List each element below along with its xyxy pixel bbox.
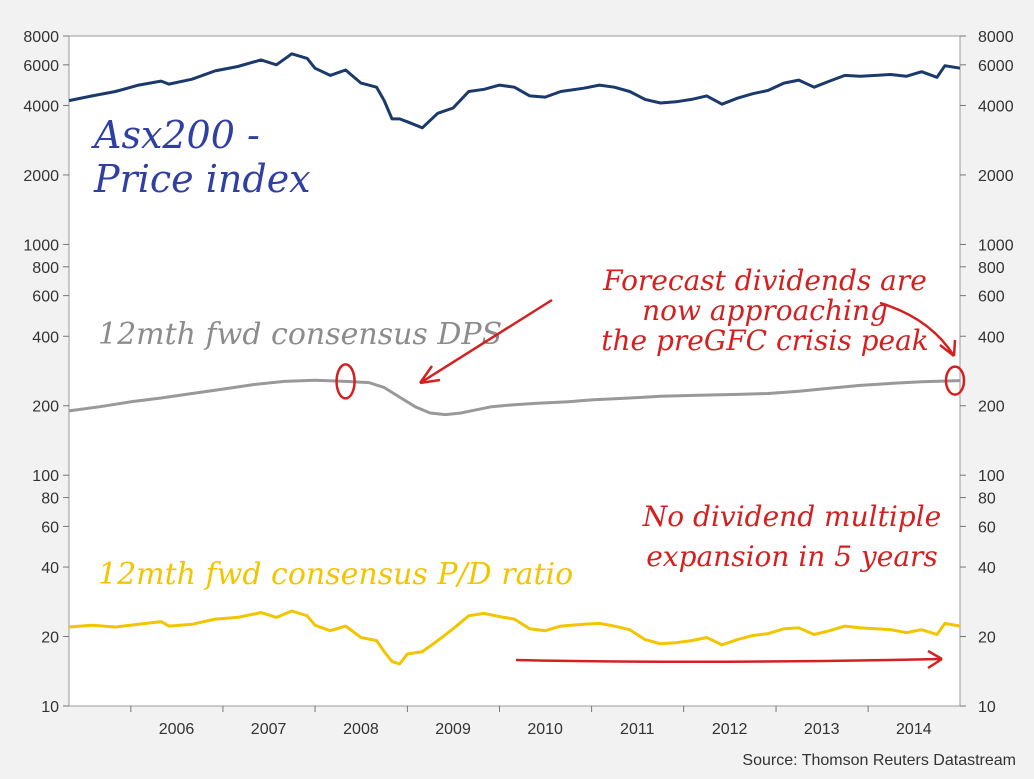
x-tick-label: 2009 <box>435 721 471 738</box>
circle-marker-2008 <box>335 363 356 400</box>
y-tick-label-right: 2000 <box>978 168 1014 185</box>
annotation-text: Asx200 - <box>91 113 260 157</box>
x-ticks: 2006 2007 2008 2009 2010 2011 2012 2013 2014 <box>130 706 932 738</box>
annotation-text: Price index <box>93 157 311 201</box>
y-tick-label-right: 10 <box>978 699 996 716</box>
y-tick-label-right: 60 <box>978 519 996 536</box>
x-tick-label: 2014 <box>896 721 932 738</box>
annotation-text: No dividend multiple <box>642 500 941 533</box>
y-tick-label-left: 8000 <box>23 29 59 46</box>
plot-area <box>68 35 961 707</box>
y-tick-label-left: 100 <box>32 468 59 485</box>
y-tick-label-right: 6000 <box>978 58 1014 75</box>
arrow-to-2008 <box>419 298 553 385</box>
source-label: Source: Thomson Reuters Datastream <box>742 752 1016 769</box>
y-tick-label-right: 800 <box>978 260 1005 277</box>
arrowhead <box>927 649 943 670</box>
y-tick-label-right: 1000 <box>978 237 1014 254</box>
x-tick-label: 2013 <box>804 721 840 738</box>
x-tick-label: 2008 <box>343 721 379 738</box>
series-line-0 <box>68 52 961 130</box>
annotation-text: 12mth fwd consensus P/D ratio <box>98 557 573 592</box>
y-tick-label-left: 20 <box>41 630 59 647</box>
y-tick-label-left: 2000 <box>23 168 59 185</box>
y-tick-label-left: 800 <box>32 260 59 277</box>
annotation-text: the preGFC crisis peak <box>601 324 929 357</box>
arrow-flat-multiple <box>515 657 943 664</box>
annotation-text: now approaching <box>642 294 888 327</box>
y-tick-label-left: 40 <box>41 560 59 577</box>
y-tick-label-left: 60 <box>41 519 59 536</box>
y-tick-label-left: 600 <box>32 289 59 306</box>
annotation-text: expansion in 5 years <box>646 540 938 573</box>
arrow-to-2014 <box>879 301 956 357</box>
y-tick-label-left: 6000 <box>23 58 59 75</box>
y-tick-label-right: 200 <box>978 399 1005 416</box>
annotation-text: 12mth fwd consensus DPS <box>98 317 502 352</box>
y-tick-label-right: 8000 <box>978 29 1014 46</box>
y-tick-label-left: 400 <box>32 329 59 346</box>
y-tick-label-left: 4000 <box>23 98 59 115</box>
x-tick-label: 2011 <box>620 721 655 738</box>
y-tick-label-right: 4000 <box>978 98 1014 115</box>
arrowhead <box>418 365 441 385</box>
y-tick-label-right: 20 <box>978 630 996 647</box>
y-tick-label-left: 1000 <box>23 237 59 254</box>
y-tick-label-left: 80 <box>41 491 59 508</box>
annotations: Asx200 -Price index 12mth fwd consensus D… <box>91 113 966 670</box>
circle-marker-2014 <box>944 365 966 396</box>
series-lines <box>68 52 961 666</box>
y-tick-label-right: 40 <box>978 560 996 577</box>
series-line-2 <box>68 609 961 666</box>
x-tick-label: 2006 <box>159 721 195 738</box>
y-tick-label-right: 400 <box>978 329 1005 346</box>
y-tick-label-right: 100 <box>978 468 1005 485</box>
annotation-text: Forecast dividends are <box>602 264 927 297</box>
y-tick-label-left: 200 <box>32 399 59 416</box>
series-line-1 <box>68 378 961 417</box>
y-tick-label-right: 600 <box>978 289 1005 306</box>
y-ticks: 8000 8000 6000 6000 4000 4000 2000 2000 1000 1000… <box>23 29 1013 716</box>
y-tick-label-right: 80 <box>978 491 996 508</box>
arrowhead <box>939 339 957 357</box>
x-tick-label: 2010 <box>527 721 563 738</box>
y-tick-label-left: 10 <box>41 699 59 716</box>
x-tick-label: 2012 <box>712 721 748 738</box>
x-tick-label: 2007 <box>251 721 287 738</box>
